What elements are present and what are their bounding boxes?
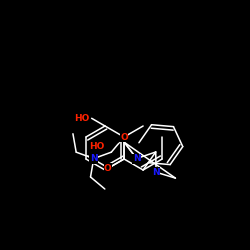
Text: HO: HO	[90, 142, 105, 151]
Text: HO: HO	[90, 142, 105, 151]
Text: N: N	[90, 154, 98, 163]
Text: HO: HO	[74, 114, 90, 123]
Text: O: O	[104, 164, 112, 173]
Text: N: N	[152, 168, 160, 177]
Text: N: N	[133, 154, 140, 163]
Text: O: O	[120, 132, 128, 141]
